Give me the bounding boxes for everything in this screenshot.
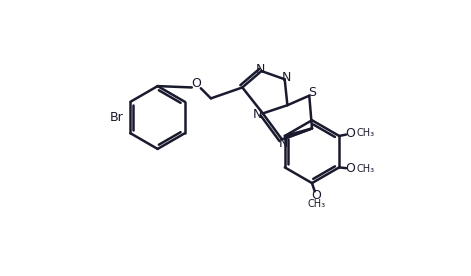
Text: Br: Br [110, 111, 123, 124]
Text: O: O [345, 162, 355, 175]
Text: CH₃: CH₃ [357, 128, 375, 138]
Text: O: O [191, 77, 201, 90]
Text: O: O [311, 189, 321, 202]
Text: N: N [255, 63, 265, 76]
Text: O: O [345, 127, 355, 140]
Text: N: N [252, 108, 262, 121]
Text: N: N [279, 137, 288, 150]
Text: N: N [281, 71, 291, 84]
Text: CH₃: CH₃ [307, 198, 325, 209]
Text: CH₃: CH₃ [357, 164, 375, 174]
Text: S: S [308, 86, 316, 99]
